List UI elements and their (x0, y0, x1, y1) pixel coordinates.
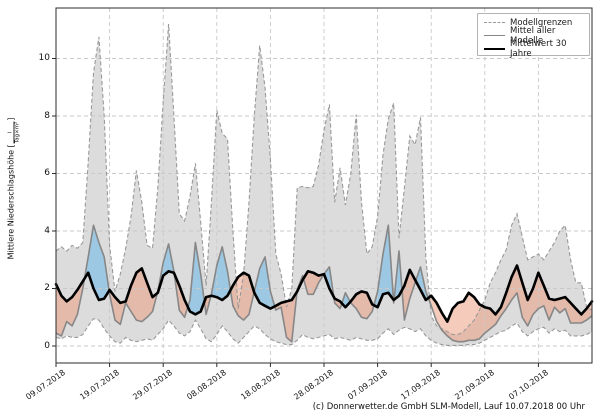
y-tick-label: 4 (44, 225, 50, 236)
y-axis-label-text: Mittlere Niederschlagshöhe (6, 149, 16, 260)
drier-than-normal-fill (56, 265, 592, 342)
y-unit-numerator: l (7, 121, 15, 144)
black-line-sample-icon (484, 47, 505, 50)
model-upper-bound-line (55, 23, 593, 336)
dashed-line-sample-icon (484, 22, 505, 23)
y-unit-bracket-close: ] (6, 117, 16, 121)
legend-item-model-bounds: Modellgrenzen (484, 16, 589, 29)
y-tick-label: 2 (44, 283, 50, 293)
legend-label: Mittelwert 30 Jahre (510, 38, 567, 59)
legend-item-model-mean: Mittel aller Modelle (484, 26, 589, 46)
credit-text: (c) Donnerwetter.de GmbH SLM-Modell, Lau… (312, 402, 585, 412)
y-axis-label: Mittlere Niederschlagshöhe [l Tag×m²] (7, 34, 22, 344)
y-unit-fraction: l Tag×m² (7, 121, 21, 144)
30-year-mean-line (54, 264, 594, 323)
y-tick-label: 10 (38, 53, 50, 63)
gray-line-sample-icon (484, 35, 505, 36)
legend-label: Modellgrenzen (510, 17, 573, 28)
legend-item-30y-mean: Mittelwert 30 Jahre (484, 39, 589, 59)
model-lower-bound-line (55, 318, 593, 346)
legend: Modellgrenzen Mittel aller Modelle Mitte… (477, 13, 590, 59)
y-tick-label: 0 (44, 340, 50, 351)
y-unit-denominator: Tag×m² (14, 121, 21, 144)
y-tick-label: 8 (44, 110, 50, 121)
y-unit-bracket-open: [ (6, 144, 16, 148)
y-tick-label: 6 (44, 168, 50, 178)
legend-label: Mittel aller Modelle (510, 25, 556, 46)
